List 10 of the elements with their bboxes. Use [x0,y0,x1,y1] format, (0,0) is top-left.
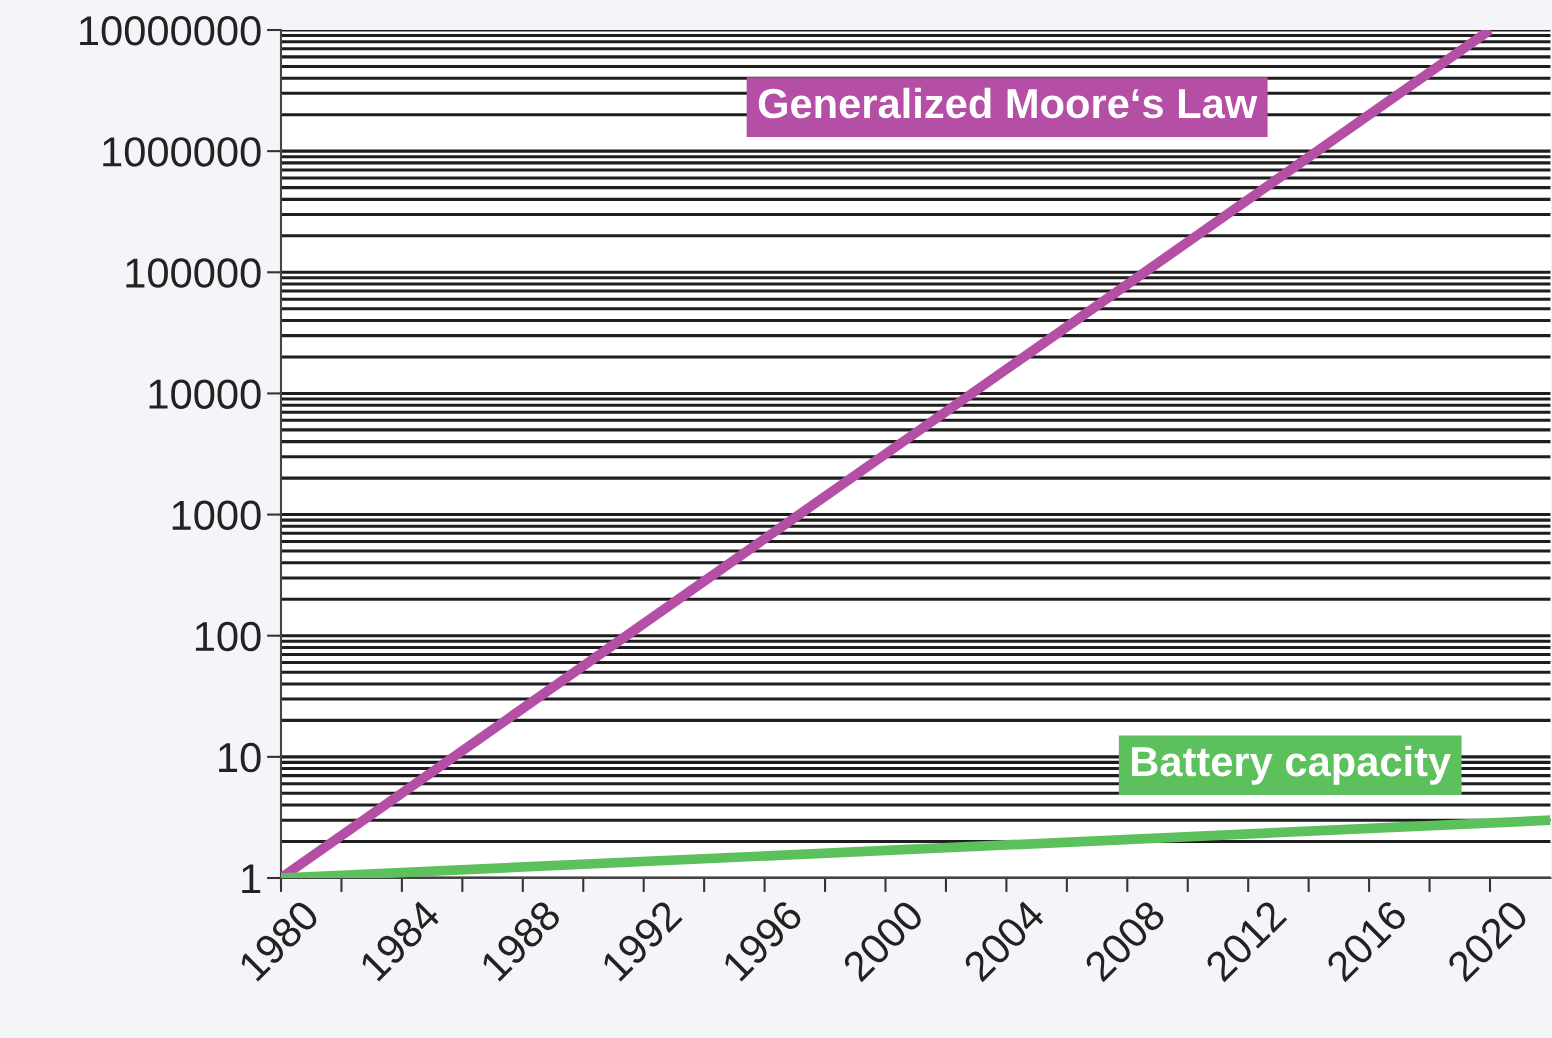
y-tick-label: 10000000 [80,16,261,46]
y-tick-label: 100000 [126,258,261,288]
y-tick-label: 100 [195,621,261,652]
y-tick-label: 1000 [172,500,261,531]
series-label: Generalized Moore‘s Law [758,87,1258,119]
y-tick-label: 10000 [149,379,261,409]
y-tick-label: 1 [242,864,261,894]
y-tick-label: 1000000 [103,137,261,167]
series-label: Battery capacity [1132,745,1451,785]
y-tick-label: 10 [219,742,261,773]
